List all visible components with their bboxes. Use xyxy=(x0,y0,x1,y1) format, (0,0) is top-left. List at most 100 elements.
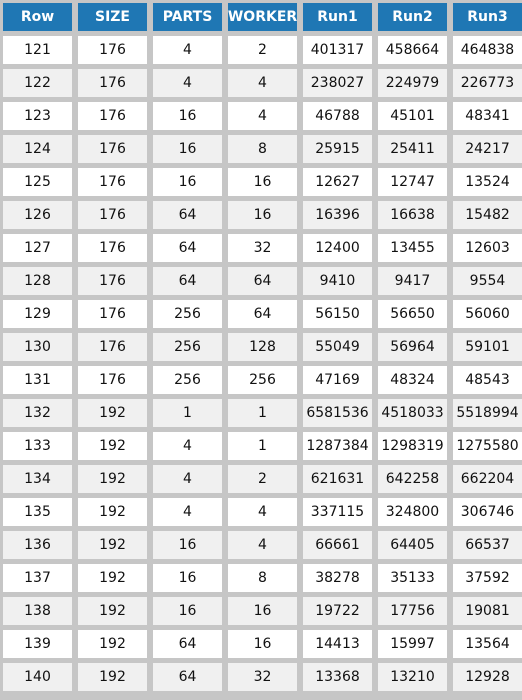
table-cell-size: 176 xyxy=(78,201,147,229)
table-cell-worker: 64 xyxy=(228,300,297,328)
table-cell-worker: 8 xyxy=(228,135,297,163)
table-cell-size: 192 xyxy=(78,564,147,592)
table-cell-run3: 13524 xyxy=(453,168,522,196)
table-cell-run3: 15482 xyxy=(453,201,522,229)
table-cell-run2: 56964 xyxy=(378,333,447,361)
table-cell-parts: 4 xyxy=(153,69,222,97)
column-header-row: Row xyxy=(3,3,72,31)
table-cell-parts: 16 xyxy=(153,531,222,559)
table-cell-size: 192 xyxy=(78,630,147,658)
table-cell-run3: 662204 xyxy=(453,465,522,493)
table-cell-run1: 19722 xyxy=(303,597,372,625)
table-cell-size: 176 xyxy=(78,102,147,130)
table-cell-row: 135 xyxy=(3,498,72,526)
table-cell-size: 192 xyxy=(78,663,147,691)
table-cell-parts: 4 xyxy=(153,36,222,64)
table-cell-worker: 4 xyxy=(228,498,297,526)
table-cell-row: 121 xyxy=(3,36,72,64)
table-cell-run1: 238027 xyxy=(303,69,372,97)
table-cell-row: 140 xyxy=(3,663,72,691)
table-cell-size: 192 xyxy=(78,465,147,493)
column-header-parts: PARTS xyxy=(153,3,222,31)
table-cell-parts: 4 xyxy=(153,432,222,460)
table-cell-parts: 16 xyxy=(153,597,222,625)
table-cell-run3: 59101 xyxy=(453,333,522,361)
table-cell-run2: 64405 xyxy=(378,531,447,559)
table-cell-row: 138 xyxy=(3,597,72,625)
column-header-size: SIZE xyxy=(78,3,147,31)
table-cell-size: 176 xyxy=(78,267,147,295)
table-cell-run2: 12747 xyxy=(378,168,447,196)
table-cell-run3: 5518994 xyxy=(453,399,522,427)
table-cell-row: 139 xyxy=(3,630,72,658)
column-header-worker: WORKER xyxy=(228,3,297,31)
table-cell-parts: 16 xyxy=(153,135,222,163)
table-cell-run3: 48341 xyxy=(453,102,522,130)
table-cell-run3: 1275580 xyxy=(453,432,522,460)
table-cell-run3: 19081 xyxy=(453,597,522,625)
table-cell-row: 125 xyxy=(3,168,72,196)
table-cell-parts: 256 xyxy=(153,366,222,394)
table-cell-run3: 56060 xyxy=(453,300,522,328)
table-cell-run3: 48543 xyxy=(453,366,522,394)
column-header-run2: Run2 xyxy=(378,3,447,31)
table-cell-run1: 55049 xyxy=(303,333,372,361)
table-cell-size: 176 xyxy=(78,69,147,97)
table-cell-worker: 16 xyxy=(228,168,297,196)
table-cell-run3: 12928 xyxy=(453,663,522,691)
table-cell-row: 129 xyxy=(3,300,72,328)
table-cell-worker: 4 xyxy=(228,102,297,130)
table-cell-size: 176 xyxy=(78,300,147,328)
table-cell-worker: 8 xyxy=(228,564,297,592)
table-cell-run3: 13564 xyxy=(453,630,522,658)
table-cell-row: 133 xyxy=(3,432,72,460)
table-cell-size: 192 xyxy=(78,399,147,427)
table-cell-size: 176 xyxy=(78,36,147,64)
table-cell-run1: 6581536 xyxy=(303,399,372,427)
table-cell-parts: 256 xyxy=(153,333,222,361)
table-cell-run1: 14413 xyxy=(303,630,372,658)
table-cell-parts: 1 xyxy=(153,399,222,427)
table-cell-parts: 16 xyxy=(153,168,222,196)
table-cell-worker: 32 xyxy=(228,234,297,262)
table-cell-run2: 13455 xyxy=(378,234,447,262)
table-cell-size: 176 xyxy=(78,366,147,394)
table-cell-run1: 46788 xyxy=(303,102,372,130)
table-cell-run1: 12400 xyxy=(303,234,372,262)
table-cell-worker: 4 xyxy=(228,531,297,559)
table-cell-worker: 32 xyxy=(228,663,297,691)
column-header-run3: Run3 xyxy=(453,3,522,31)
table-cell-run2: 48324 xyxy=(378,366,447,394)
table-cell-run3: 66537 xyxy=(453,531,522,559)
table-cell-run2: 642258 xyxy=(378,465,447,493)
table-cell-size: 192 xyxy=(78,531,147,559)
table-cell-run2: 56650 xyxy=(378,300,447,328)
table-cell-parts: 16 xyxy=(153,102,222,130)
table-cell-run2: 9417 xyxy=(378,267,447,295)
table-cell-run1: 66661 xyxy=(303,531,372,559)
table-cell-size: 192 xyxy=(78,498,147,526)
table-cell-row: 126 xyxy=(3,201,72,229)
table-cell-run2: 1298319 xyxy=(378,432,447,460)
table-cell-run3: 12603 xyxy=(453,234,522,262)
table-cell-size: 176 xyxy=(78,135,147,163)
table-cell-worker: 64 xyxy=(228,267,297,295)
table-cell-worker: 256 xyxy=(228,366,297,394)
table-cell-run2: 324800 xyxy=(378,498,447,526)
table-cell-run1: 25915 xyxy=(303,135,372,163)
table-cell-run1: 13368 xyxy=(303,663,372,691)
table-cell-run2: 45101 xyxy=(378,102,447,130)
table-cell-worker: 128 xyxy=(228,333,297,361)
table-cell-size: 176 xyxy=(78,168,147,196)
table-cell-run3: 37592 xyxy=(453,564,522,592)
table-cell-row: 131 xyxy=(3,366,72,394)
table-cell-parts: 64 xyxy=(153,201,222,229)
table-cell-parts: 64 xyxy=(153,630,222,658)
table-cell-parts: 256 xyxy=(153,300,222,328)
table-cell-run3: 9554 xyxy=(453,267,522,295)
table-cell-worker: 16 xyxy=(228,201,297,229)
table-cell-run2: 15997 xyxy=(378,630,447,658)
table-cell-run2: 458664 xyxy=(378,36,447,64)
table-cell-row: 123 xyxy=(3,102,72,130)
